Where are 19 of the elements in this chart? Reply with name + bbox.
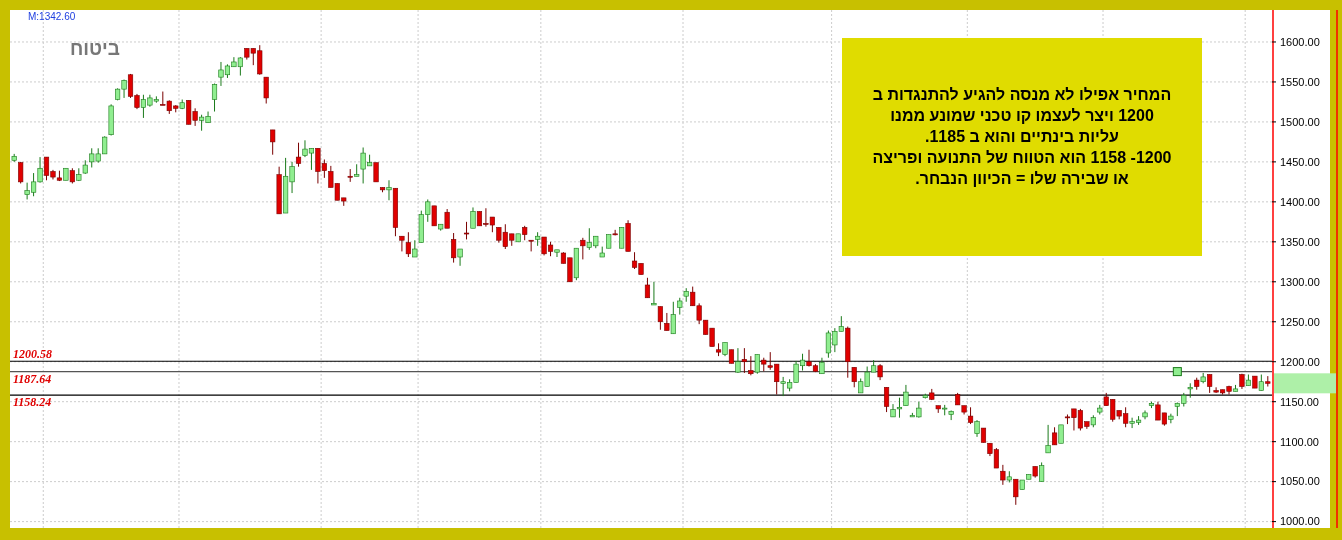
annotation: M:1342.60	[28, 11, 76, 22]
y-tick-label: 1250.00	[1280, 315, 1320, 328]
annotation: המחיר אפילו לא מנסה להגיע להתנגדות ב 1200 ויצר לעצמו קו טכני שמונע ממנו עליות בינתיים והוא ב 1185. 1200- 1158 הוא הטווח של התנועה ופריצה או שבירה שלו = הכיוון הנבחר.	[872, 86, 1172, 187]
ref-line-label: 1187.64	[13, 371, 52, 386]
y-tick-label: 1000.00	[1280, 515, 1320, 528]
y-tick-label: 1450.00	[1280, 155, 1320, 168]
text: ביטוח	[70, 38, 121, 59]
y-tick-label: 1100.00	[1280, 435, 1319, 448]
y-tick-label: 1350.00	[1280, 235, 1320, 248]
y-tick-label: 1150.00	[1280, 395, 1319, 408]
ref-line-label: 1200.58	[13, 347, 52, 362]
y-tick-label: 1050.00	[1280, 475, 1320, 488]
ref-line-label: 1158.24	[13, 395, 52, 410]
y-tick-label: 1550.00	[1280, 75, 1320, 88]
y-tick-label: 1400.00	[1280, 195, 1320, 208]
y-tick-label: 1200.00	[1280, 355, 1320, 368]
y-tick-label: 1500.00	[1280, 115, 1320, 128]
y-tick-label: 1600.00	[1280, 35, 1320, 48]
y-tick-label: 1300.00	[1280, 275, 1320, 288]
